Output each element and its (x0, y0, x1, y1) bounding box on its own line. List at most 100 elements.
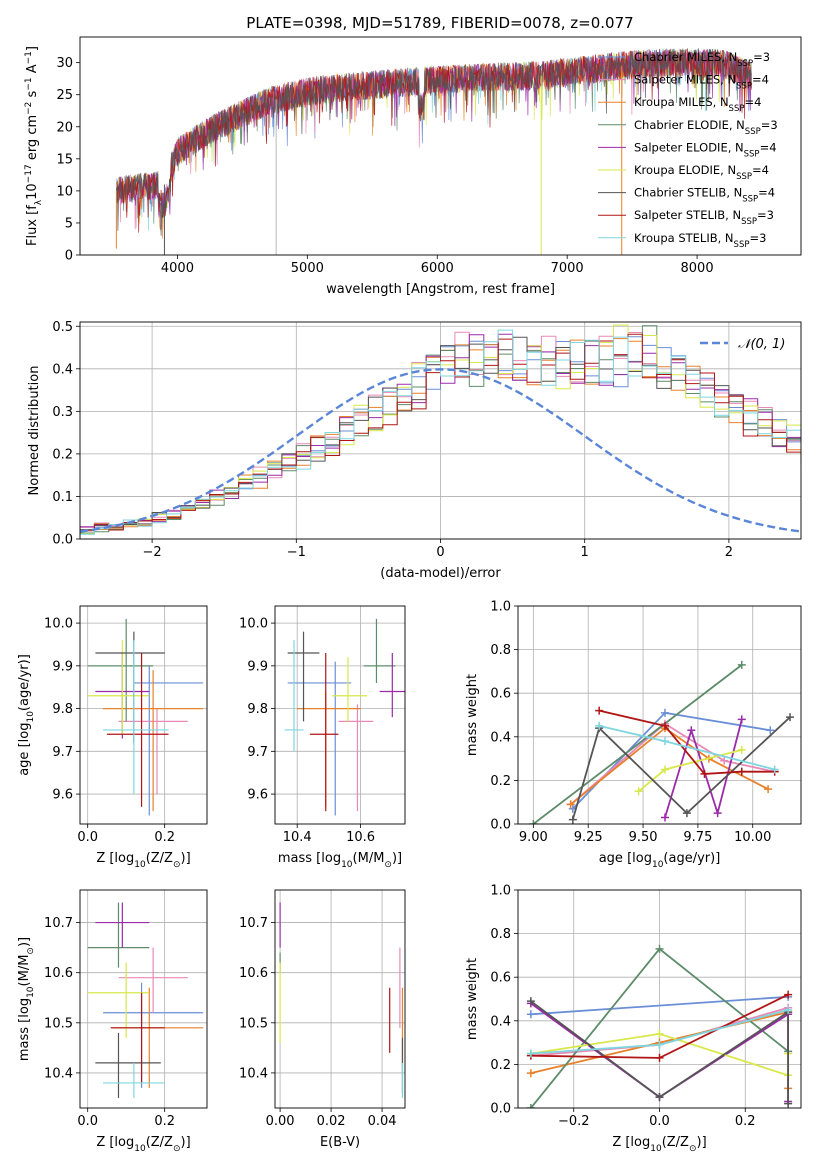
y-tick-label: 0.1 (52, 490, 73, 505)
weight-marker (737, 767, 746, 776)
y-tick-label: 10.7 (239, 916, 268, 931)
y-tick-label: 30 (56, 56, 73, 71)
x-tick-label: 10.4 (283, 830, 312, 845)
x-axis-label: E(B-V) (320, 1135, 360, 1150)
x-axis-label: Z [log10(Z/Z⊙)] (96, 851, 190, 870)
y-tick-label: 0.4 (490, 730, 511, 745)
spectrum-lines (115, 48, 752, 255)
x-axis-label: age [log10(age/yr)] (599, 851, 721, 870)
legend-entry: 𝒩(0, 1) (738, 337, 785, 352)
x-tick-label: 0.2 (154, 1114, 175, 1129)
weight-line (530, 995, 789, 1016)
weight-marker (786, 713, 795, 722)
weight-marker (526, 1069, 535, 1078)
y-tick-label: 10.5 (44, 1016, 73, 1031)
legend-entry: Chabrier MILES, NSSP=3 (634, 50, 770, 69)
y-tick-label: 0.2 (490, 774, 511, 789)
y-tick-label: 0.6 (490, 687, 511, 702)
x-tick-label: 9.00 (519, 830, 548, 845)
x-tick-label: −0.2 (558, 1114, 590, 1129)
y-axis-label: Flux [fλ10−17 erg cm−2 s−1 A−1] (24, 46, 44, 246)
x-tick-label: 0.0 (649, 1114, 670, 1129)
panel-age_vs_mass: 10.4 10.6 9.6 9.7 9.8 9.9 10.0 mass [log10(M/M⊙… (239, 605, 406, 870)
weight-marker (764, 785, 773, 794)
x-axis-label: (data-model)/error (380, 566, 501, 581)
weight-marker (634, 787, 643, 796)
y-tick-label: 0.0 (490, 818, 511, 833)
weight-marker (737, 660, 746, 669)
y-tick-label: 10.0 (44, 617, 73, 632)
y-tick-label: 9.8 (247, 702, 268, 717)
weight-marker (784, 1099, 793, 1108)
legend-entry: Kroupa ELODIE, NSSP=4 (634, 163, 769, 182)
y-axis-label: mass weight (465, 674, 480, 756)
y-tick-label: 9.7 (247, 745, 268, 760)
errorbar-points (87, 618, 204, 816)
y-tick-label: 0.5 (52, 320, 73, 335)
legend-entry: Salpeter MILES, NSSP=4 (634, 73, 769, 92)
spectrum-line (116, 48, 752, 236)
y-tick-label: 10.4 (44, 1066, 73, 1081)
legend-entry: Chabrier STELIB, NSSP=4 (634, 186, 775, 205)
weight-marker (660, 721, 669, 730)
weight-marker (655, 944, 664, 953)
figure-title: PLATE=0398, MJD=51789, FIBERID=0078, z=0… (246, 14, 633, 32)
errorbar-points (279, 902, 404, 1098)
plots-group: 4000 5000 6000 7000 8000051015202530waveleng… (17, 36, 802, 1154)
y-tick-label: 9.6 (52, 788, 73, 803)
y-tick-label: 0.2 (52, 447, 73, 462)
y-tick-label: 0.6 (490, 971, 511, 986)
x-axis-label: Z [log10(Z/Z⊙)] (612, 1135, 706, 1154)
y-tick-label: 5 (65, 216, 73, 231)
x-tick-label: 0.02 (317, 1114, 346, 1129)
weight-marker (713, 809, 722, 818)
x-tick-label: 0.0 (77, 830, 98, 845)
y-axis-label: mass [log10(M/M⊙)] (17, 937, 36, 1061)
axes-frame (79, 36, 802, 256)
weight-marker (526, 1104, 535, 1108)
x-tick-label: 10.00 (734, 830, 771, 845)
errorbar-points (284, 618, 405, 816)
y-tick-label: 10 (56, 184, 73, 199)
weight-marker (660, 708, 669, 717)
x-tick-label: 5000 (291, 261, 324, 276)
x-tick-label: 10.6 (346, 830, 375, 845)
weight-marker (660, 813, 669, 822)
y-tick-label: 9.9 (52, 659, 73, 674)
legend-entry: Kroupa STELIB, NSSP=3 (634, 231, 766, 250)
axes-frame (274, 605, 406, 825)
y-tick-label: 10.5 (239, 1016, 268, 1031)
errorbar-points (87, 902, 204, 1098)
panel-massweight_vs_Z: −0.2 0.0 0.2 0.0 0.2 0.4 0.6 0.8 1.0 Z [log10(Z/Z… (465, 884, 802, 1154)
y-tick-label: 0.8 (490, 927, 511, 942)
weight-marker (526, 1049, 535, 1058)
panel-mass_vs_EBV: 0.00 0.02 0.04 10.4 10.5 10.6 10.7 E(B-V) (239, 889, 406, 1150)
y-axis-label: age [log10(age/yr)] (17, 654, 36, 776)
weight-marker (568, 815, 577, 824)
x-tick-label: 9.25 (574, 830, 603, 845)
axes-frame (79, 321, 802, 540)
y-tick-label: 15 (56, 152, 73, 167)
axes-frame (79, 889, 208, 1109)
y-tick-label: 9.9 (247, 659, 268, 674)
x-tick-label: 4000 (161, 261, 194, 276)
x-tick-label: 0.0 (77, 1114, 98, 1129)
weight-marker (720, 756, 729, 765)
axes-frame (517, 605, 802, 825)
y-tick-label: 0.0 (490, 1102, 511, 1117)
weight-marker (660, 765, 669, 774)
x-tick-label: −2 (143, 545, 162, 560)
weight-marker (595, 706, 604, 715)
weight-marker (655, 1029, 664, 1038)
x-tick-label: 0.2 (735, 1114, 756, 1129)
legend-entry: Salpeter STELIB, NSSP=3 (634, 208, 774, 227)
weight-marker (784, 990, 793, 999)
weight-marker (655, 1040, 664, 1049)
legend-entry: Chabrier ELODIE, NSSP=3 (634, 118, 778, 137)
weight-marker (737, 745, 746, 754)
legend-entry: Kroupa MILES, NSSP=4 (634, 95, 761, 114)
x-axis-label: wavelength [Angstrom, rest frame] (326, 282, 555, 297)
weight-marker (682, 809, 691, 818)
weight-marker (529, 820, 538, 824)
axes-frame (517, 889, 802, 1109)
